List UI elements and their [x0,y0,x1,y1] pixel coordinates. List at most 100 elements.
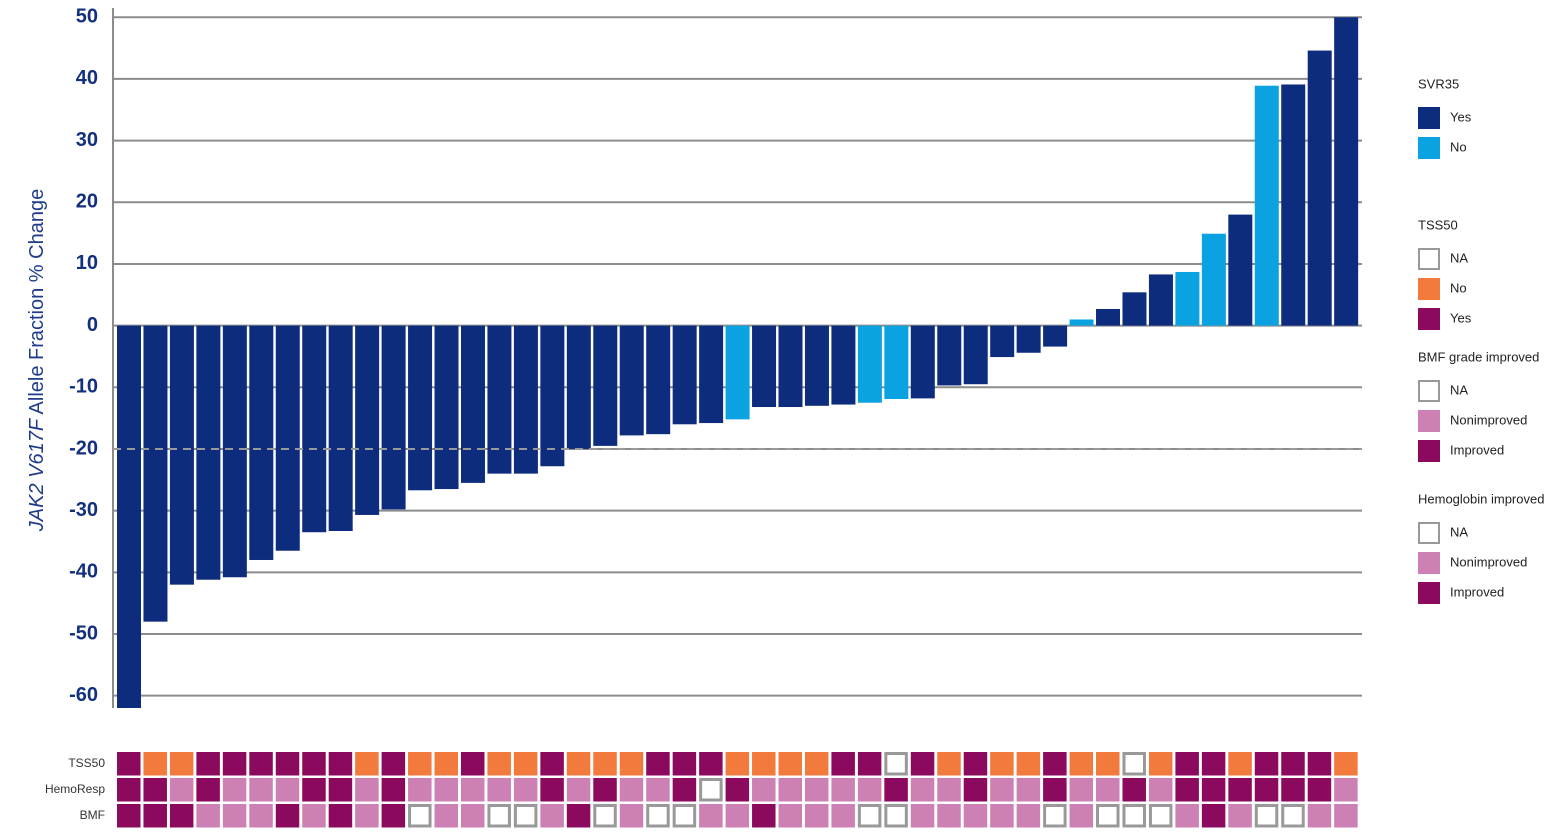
track-tile [1334,752,1358,776]
bar [169,325,194,585]
track-tile [196,804,220,828]
track-tile [1201,804,1226,828]
track-tile [1096,752,1120,776]
legend-title: Hemoglobin improved [1418,491,1544,506]
bar [1148,274,1173,326]
track-tile [778,804,802,828]
track-tile [1334,778,1358,802]
track-tile [117,804,141,828]
y-tick-label: 50 [76,6,98,28]
track-tile [566,752,591,776]
track-tile [910,804,935,828]
bar [884,325,909,400]
track-tile [1016,752,1041,776]
y-tick-label: -60 [69,684,98,706]
track-tile [672,778,697,802]
legend-swatch [1418,522,1440,544]
track-tile [990,804,1014,828]
bar [143,325,168,622]
bar [1334,17,1359,326]
bar [1069,319,1094,326]
track-tile [222,752,247,776]
track-tile [804,778,829,802]
track-tile [646,778,670,802]
track-tile [619,778,644,802]
track-tile [857,752,882,776]
y-label-rest: Allele Fraction % Change [26,189,48,415]
bar [275,325,300,551]
track-tile [566,804,591,828]
bar [831,325,856,405]
track-tile [143,752,167,776]
bar [1281,84,1306,326]
legend-swatch [1418,107,1440,129]
y-tick-label: 10 [76,252,98,274]
legend-label: Yes [1450,310,1472,325]
track-tile [699,752,723,776]
track-tile [169,804,194,828]
legend-label: No [1450,139,1467,154]
y-label-italic: JAK2 V617F [26,417,48,532]
legend-label: NA [1450,524,1468,539]
legend-swatch [1418,308,1440,330]
legend-title: BMF grade improved [1418,349,1539,364]
track-tile [566,778,591,802]
bar [460,325,485,483]
legend-label: NA [1450,382,1468,397]
legend-swatch [1418,278,1440,300]
track-tile [1148,778,1173,802]
track-tile [1122,778,1146,802]
track-tile [831,778,855,802]
track-tile [275,804,300,828]
bar [778,325,803,408]
track-tile [328,752,353,776]
track-tile [752,778,776,802]
track-tile [1175,778,1199,802]
bar [937,325,962,386]
y-tick-label: 40 [76,67,98,89]
track-tile [381,752,406,776]
track-tile [1016,804,1041,828]
legend-swatch [1418,248,1440,270]
track-tile [249,752,273,776]
y-tick-label: -20 [69,437,98,459]
legend-swatch [1418,380,1440,402]
track-tile [1096,778,1120,802]
track-tile [1254,778,1279,802]
track-tile [487,778,511,802]
track-tile [540,752,564,776]
y-tick-label: -50 [69,622,98,644]
track-tile [434,778,459,802]
bar [910,325,935,399]
track-tile [275,778,300,802]
track-tile [725,752,750,776]
bar [1254,85,1279,326]
track-tile [831,804,855,828]
track-tile [1228,804,1252,828]
track-tile [619,752,644,776]
track-tile [1069,778,1094,802]
track-tile [831,752,855,776]
track-tile [1043,804,1067,828]
track-tile [1069,752,1094,776]
track-tile [990,778,1014,802]
bar [487,325,512,474]
track-tile [1281,804,1305,828]
bar [1122,292,1147,326]
y-tick-label: 20 [76,191,98,213]
y-tick-label: 0 [87,314,98,336]
track-tile [249,778,273,802]
track-tile [275,752,300,776]
track-tile [302,752,326,776]
bar [1043,325,1068,347]
bar [302,325,327,533]
bar [540,325,565,467]
track-tile [593,752,617,776]
track-tile [1307,752,1332,776]
track-tile [1122,804,1146,828]
legend-swatch [1418,137,1440,159]
track-tile [222,778,247,802]
y-axis-label: JAK2 V617F Allele Fraction % Change [26,189,48,532]
track-tile [487,752,511,776]
